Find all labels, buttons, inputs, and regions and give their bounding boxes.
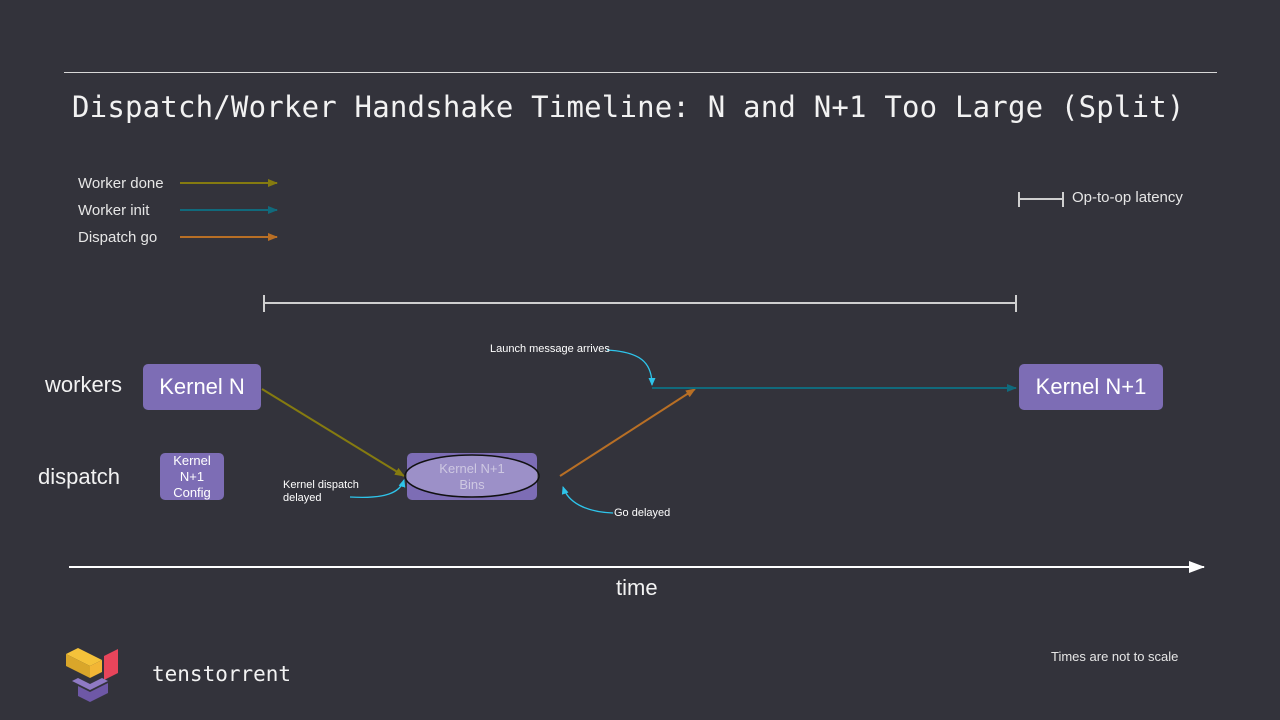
bins-highlight-ellipse — [404, 454, 540, 498]
config-line-1: Kernel — [173, 452, 211, 468]
dispatch-delayed-callout-curve — [349, 479, 406, 499]
kernel-n-box: Kernel N — [143, 364, 261, 410]
page-title: Dispatch/Worker Handshake Timeline: N an… — [72, 90, 1185, 124]
latency-span-bracket — [263, 295, 1017, 312]
launch-callout-curve — [606, 349, 656, 386]
not-to-scale-note: Times are not to scale — [1051, 649, 1179, 664]
config-line-3: Config — [173, 484, 211, 500]
dispatch-delayed-line-2: delayed — [283, 492, 322, 504]
legend-label-worker-init: Worker init — [78, 202, 150, 219]
time-axis-label: time — [616, 575, 658, 600]
launch-message-note: Launch message arrives — [490, 343, 610, 355]
kernel-dispatch-delayed-note: Kernel dispatch delayed — [283, 479, 359, 505]
go-delayed-callout-curve — [561, 486, 614, 514]
row-label-dispatch: dispatch — [38, 464, 120, 489]
dispatch-delayed-line-1: Kernel dispatch — [283, 479, 359, 491]
legend-label-worker-done: Worker done — [78, 175, 164, 192]
worker-done-arrow — [261, 388, 405, 477]
legend-label-dispatch-go: Dispatch go — [78, 229, 158, 246]
bins-line-2: Bins — [459, 477, 484, 493]
tenstorrent-logo — [66, 648, 118, 702]
latency-legend-bracket — [1018, 192, 1064, 207]
kernel-config-box: Kernel N+1 Config — [160, 453, 224, 500]
top-divider — [64, 72, 1217, 73]
dispatch-go-arrow — [559, 388, 696, 477]
brand-name: tenstorrent — [152, 662, 292, 686]
bins-line-1: Kernel N+1 — [439, 461, 504, 477]
config-line-2: N+1 — [179, 468, 205, 484]
kernel-n1-box: Kernel N+1 — [1019, 364, 1163, 410]
row-label-workers: workers — [45, 372, 123, 397]
go-delayed-note: Go delayed — [614, 507, 671, 519]
legend-label-latency: Op-to-op latency — [1072, 189, 1183, 206]
